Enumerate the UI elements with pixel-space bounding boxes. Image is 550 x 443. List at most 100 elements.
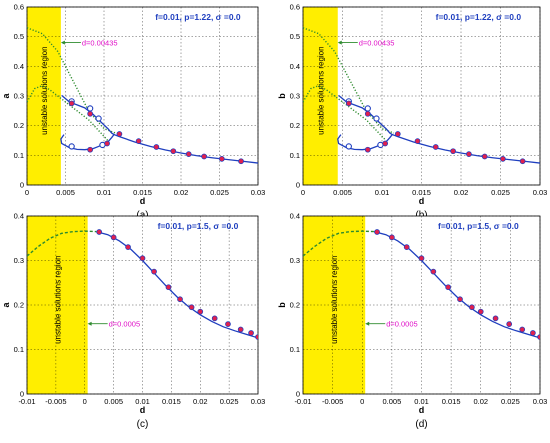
data-point: [492, 315, 499, 322]
x-tick-label: 0: [83, 397, 87, 406]
x-axis-label: d: [140, 405, 146, 415]
data-point: [255, 334, 258, 340]
data-point: [218, 156, 225, 162]
y-tick-label: 0.3: [14, 256, 24, 265]
data-point: [116, 131, 123, 137]
y-tick-label: 0.3: [290, 256, 300, 265]
y-tick-label: 0.4: [290, 212, 300, 221]
data-point: [135, 138, 142, 144]
x-tick-label: 0.02: [454, 188, 469, 197]
x-tick-label: -0.005: [45, 397, 66, 406]
data-point: [500, 156, 506, 162]
data-point: [110, 234, 117, 241]
data-point: [537, 334, 540, 340]
x-tick-label: 0.015: [162, 397, 181, 406]
y-tick-label: 0.5: [14, 32, 24, 41]
unstable-region: [303, 216, 366, 394]
y-tick-label: 0: [20, 390, 24, 399]
x-tick-label: 0.005: [104, 397, 123, 406]
data-point: [68, 100, 75, 107]
plot-frame: [302, 6, 541, 186]
marker-arrowhead: [87, 321, 92, 326]
data-point: [445, 284, 452, 291]
x-tick-label: 0.015: [133, 188, 152, 197]
x-tick-label: 0.03: [533, 188, 548, 197]
data-point-open: [95, 115, 102, 122]
y-tick-label: 0.1: [14, 345, 24, 354]
data-point: [469, 304, 475, 311]
series-group: [303, 27, 540, 165]
y-axis-label: a: [1, 302, 11, 308]
marker-label: d=0.00435: [82, 38, 118, 47]
data-point: [225, 321, 231, 327]
y-tick-label: 0.2: [290, 121, 300, 130]
data-point: [364, 146, 371, 153]
marker-label: d=0.0005: [109, 319, 141, 328]
data-point: [466, 151, 472, 157]
marker-arrowhead: [337, 40, 342, 45]
panel-a: 0 0.005 0.01 0.015 0.02 0.025 0.03 0 0.1 0.2 0.3 0.…: [1, 3, 265, 222]
y-tick-label: 0.3: [14, 92, 24, 101]
parameters-label: f=0.01, p=1.5, σ =0.0: [438, 221, 519, 231]
y-axis-label: b: [277, 93, 287, 99]
x-tick-label: 0: [25, 188, 29, 197]
data-point: [248, 330, 254, 336]
y-tick-label: 0.6: [290, 3, 300, 12]
data-point-open: [68, 143, 75, 150]
x-tick-label: -0.01: [294, 397, 311, 406]
x-tick-label: 0.015: [442, 397, 461, 406]
x-tick-label: 0.02: [193, 397, 208, 406]
y-tick-label: 0.4: [290, 62, 300, 71]
data-point: [530, 330, 536, 336]
data-point: [185, 151, 192, 157]
series-line-solid: [96, 230, 258, 339]
panel-label: (d): [415, 419, 427, 430]
panel-b: 0 0.005 0.01 0.015 0.02 0.025 0.03 0 0.1 0.2 0.3 0.…: [277, 3, 547, 222]
x-tick-label: 0.03: [251, 188, 266, 197]
y-tick-label: 0.3: [290, 92, 300, 101]
y-tick-label: 0.1: [14, 151, 24, 160]
x-tick-label: 0.025: [220, 397, 239, 406]
data-point: [87, 146, 93, 153]
unstable-region-label: unstable solutions region: [316, 46, 325, 135]
panel-c: -0.01 -0.005 0 0.005 0.01 0.015 0.02 0.025 0.03 0…: [1, 212, 265, 431]
x-tick-label: 0.02: [174, 188, 189, 197]
data-point: [87, 110, 93, 117]
x-tick-label: 0.01: [97, 188, 112, 197]
x-axis-label: d: [419, 196, 425, 206]
x-tick-label: 0.025: [210, 188, 229, 197]
data-point: [457, 296, 463, 303]
y-tick-label: 0.6: [14, 3, 24, 12]
y-tick-label: 0.2: [14, 301, 24, 310]
x-tick-label: -0.005: [322, 397, 343, 406]
data-point: [394, 131, 401, 137]
data-point: [237, 326, 244, 333]
data-point: [382, 140, 389, 147]
x-axis-label: d: [140, 196, 146, 206]
series-line-dashed: [303, 230, 375, 257]
x-tick-label: 0.015: [412, 188, 431, 197]
data-point: [151, 268, 157, 275]
y-tick-label: 0: [20, 181, 24, 190]
data-point: [506, 321, 513, 327]
y-tick-label: 0.5: [290, 32, 300, 41]
plot-frame: [26, 215, 259, 395]
data-point: [389, 234, 395, 241]
panel-d: -0.01 -0.005 0 0.005 0.01 0.015 0.02 0.025 0.03 0…: [277, 212, 547, 431]
parameters-label: f=0.01, p=1.22, σ =0.0: [155, 12, 241, 22]
x-tick-label: 0.03: [533, 397, 548, 406]
series-line-dotted: [303, 84, 387, 141]
series-line-solid: [113, 133, 258, 164]
x-tick-label: 0: [360, 397, 364, 406]
x-tick-label: 0.005: [382, 397, 401, 406]
marker-arrowhead: [365, 321, 370, 326]
panel-label: (c): [137, 419, 149, 430]
data-point-open: [86, 105, 94, 112]
data-point: [238, 158, 244, 165]
x-tick-label: 0.005: [56, 188, 75, 197]
data-point: [450, 148, 456, 155]
x-tick-label: 0.01: [135, 397, 150, 406]
x-tick-label: 0.01: [414, 397, 429, 406]
data-point: [418, 255, 425, 262]
